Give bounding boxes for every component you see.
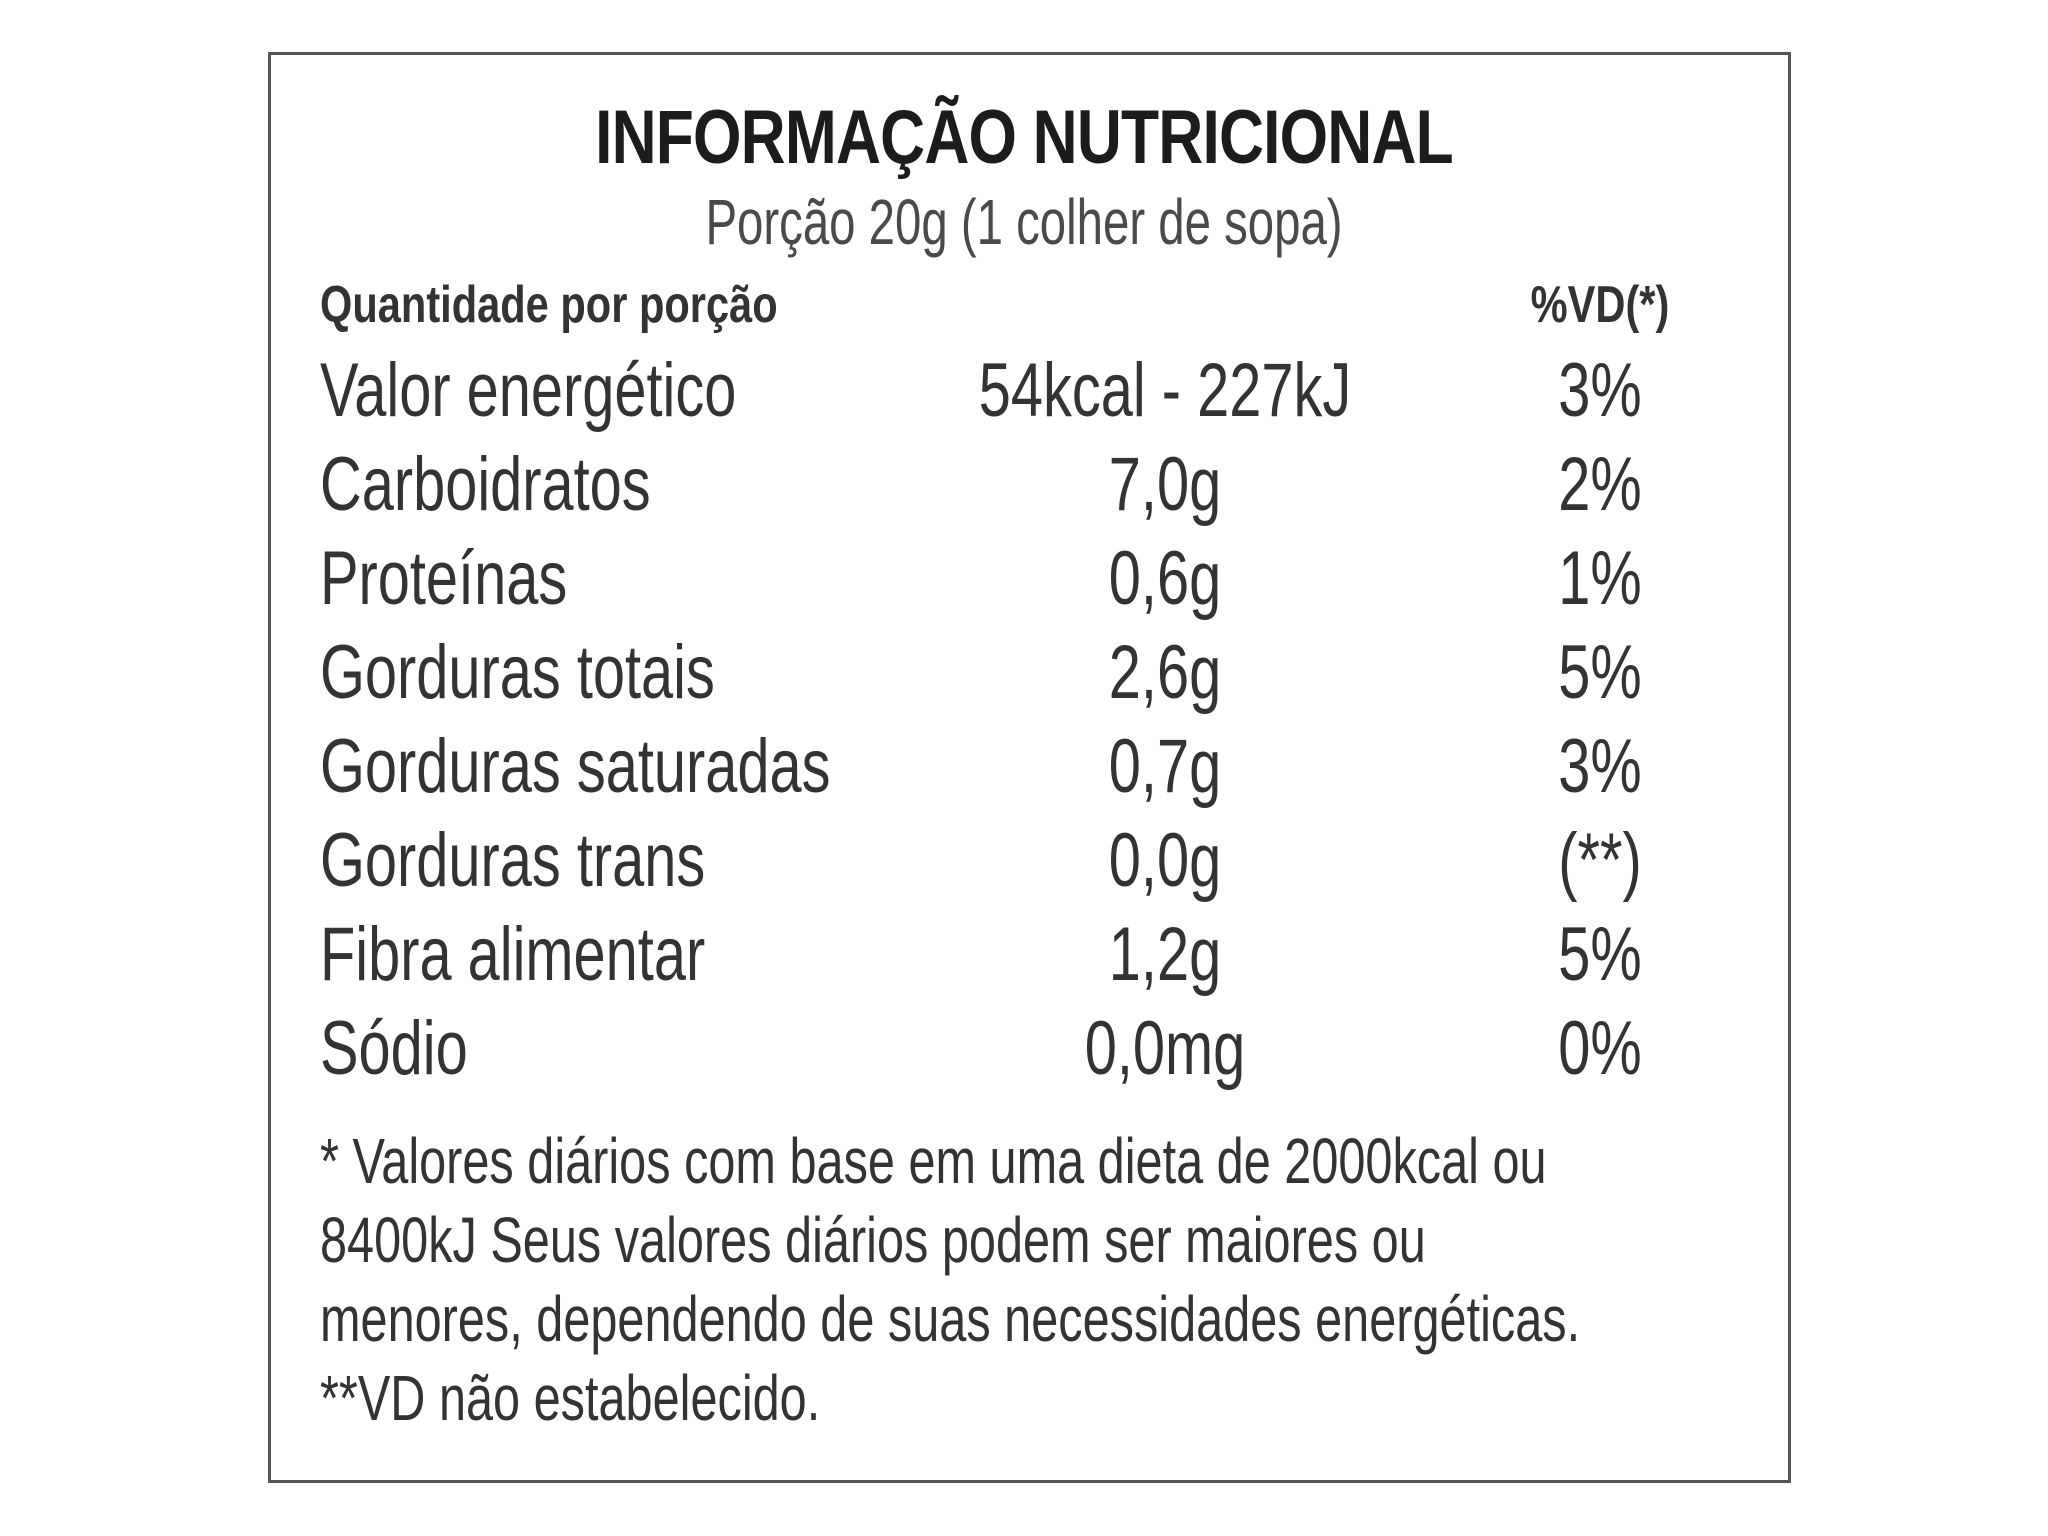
nutrient-amount: 0,7g: [1108, 724, 1222, 809]
nutrient-name: Proteínas: [320, 536, 568, 621]
nutrient-daily-value: (**): [1558, 818, 1642, 903]
nutrient-row-saturated-fat: Gorduras saturadas 0,7g 3%: [0, 720, 2048, 814]
nutrient-daily-value: 5%: [1558, 912, 1642, 997]
nutrient-daily-value: 3%: [1558, 724, 1642, 809]
serving-size: Porção 20g (1 colher de sopa): [705, 186, 1343, 258]
footnote-line: 8400kJ Seus valores diários podem ser ma…: [320, 1204, 1426, 1276]
nutrient-amount: 0,0mg: [1084, 1006, 1246, 1091]
nutrient-daily-value: 0%: [1558, 1006, 1642, 1091]
footnote-line: **VD não estabelecido.: [320, 1362, 821, 1434]
nutrient-name: Carboidratos: [320, 442, 651, 527]
nutrient-name: Gorduras saturadas: [320, 724, 831, 809]
nutrient-amount: 54kcal - 227kJ: [978, 348, 1352, 433]
nutrient-amount: 0,6g: [1108, 536, 1222, 621]
nutrient-table: Valor energético 54kcal - 227kJ 3% Carbo…: [0, 344, 2048, 1096]
nutrient-row-carbohydrates: Carboidratos 7,0g 2%: [0, 438, 2048, 532]
nutrient-row-sodium: Sódio 0,0mg 0%: [0, 1002, 2048, 1096]
nutrient-daily-value: 3%: [1558, 348, 1642, 433]
header-daily-value: %VD(*): [1530, 276, 1670, 334]
nutrient-daily-value: 1%: [1558, 536, 1642, 621]
nutrition-label-frame: [268, 52, 1791, 1483]
nutrient-row-proteins: Proteínas 0,6g 1%: [0, 532, 2048, 626]
nutrient-amount: 2,6g: [1108, 630, 1222, 715]
label-title: INFORMAÇÃO NUTRICIONAL: [595, 95, 1454, 180]
nutrient-row-dietary-fiber: Fibra alimentar 1,2g 5%: [0, 908, 2048, 1002]
nutrient-amount: 1,2g: [1108, 912, 1222, 997]
nutrient-name: Sódio: [320, 1006, 468, 1091]
nutrient-name: Fibra alimentar: [320, 912, 706, 997]
nutrient-name: Gorduras trans: [320, 818, 706, 903]
footnote-line: * Valores diários com base em uma dieta …: [320, 1125, 1547, 1197]
nutrient-row-trans-fat: Gorduras trans 0,0g (**): [0, 814, 2048, 908]
footnote-line: menores, dependendo de suas necessidades…: [320, 1283, 1581, 1355]
nutrient-name: Valor energético: [320, 348, 737, 433]
header-quantity-per-serving: Quantidade por porção: [320, 276, 778, 334]
nutrient-amount: 0,0g: [1108, 818, 1222, 903]
nutrient-name: Gorduras totais: [320, 630, 715, 715]
nutrient-daily-value: 2%: [1558, 442, 1642, 527]
daily-value-footnote: * Valores diários com base em uma dieta …: [320, 1122, 1700, 1438]
nutrient-daily-value: 5%: [1558, 630, 1642, 715]
nutrient-row-energy: Valor energético 54kcal - 227kJ 3%: [0, 344, 2048, 438]
nutrient-row-total-fat: Gorduras totais 2,6g 5%: [0, 626, 2048, 720]
nutrient-amount: 7,0g: [1108, 442, 1222, 527]
